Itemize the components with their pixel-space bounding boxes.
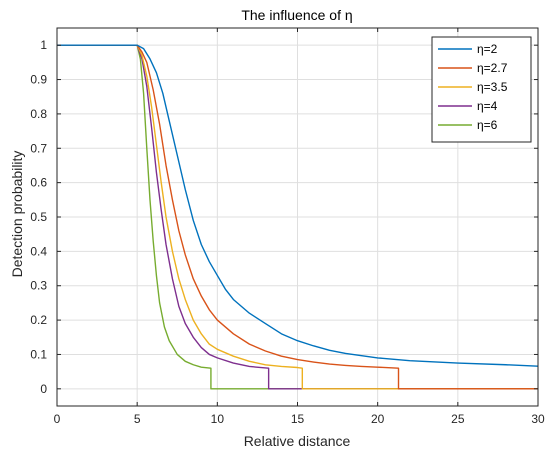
legend-entry: η=4 bbox=[477, 99, 498, 113]
legend-entry: η=3.5 bbox=[477, 80, 508, 94]
chart-title: The influence of η bbox=[241, 7, 352, 23]
y-tick-label: 0.6 bbox=[30, 176, 47, 190]
y-tick-label: 0.7 bbox=[30, 141, 47, 155]
legend: η=2 η=2.7 η=3.5 η=4 η=6 bbox=[431, 36, 532, 143]
y-tick-label: 0.5 bbox=[30, 210, 47, 224]
y-tick-label: 0.2 bbox=[30, 313, 47, 327]
legend-entry: η=6 bbox=[477, 118, 498, 132]
y-axis-label: Detection probability bbox=[9, 151, 25, 278]
series-line bbox=[57, 44, 539, 367]
x-tick-label: 25 bbox=[451, 412, 465, 426]
y-tick-label: 0.1 bbox=[30, 347, 47, 361]
x-tick-label: 30 bbox=[531, 412, 545, 426]
series-line bbox=[57, 44, 538, 390]
series-line bbox=[57, 44, 538, 390]
axis-ticks: 0 5 10 15 20 25 30 0 0.1 0.2 0.3 0.4 0.5 0.6 0.7 0.8 0.9… bbox=[30, 28, 545, 426]
y-tick-label: 0.8 bbox=[30, 107, 47, 121]
x-tick-label: 20 bbox=[371, 412, 385, 426]
y-tick-label: 0 bbox=[40, 382, 47, 396]
y-tick-label: 0.4 bbox=[30, 244, 47, 258]
x-axis-label: Relative distance bbox=[244, 433, 351, 449]
series-line bbox=[57, 44, 538, 390]
x-tick-label: 0 bbox=[54, 412, 61, 426]
y-tick-label: 0.3 bbox=[30, 279, 47, 293]
y-tick-label: 0.9 bbox=[30, 73, 47, 87]
y-tick-label: 1 bbox=[40, 38, 47, 52]
series-lines bbox=[57, 44, 539, 390]
legend-entry: η=2 bbox=[477, 42, 498, 56]
x-tick-label: 10 bbox=[211, 412, 225, 426]
x-tick-label: 5 bbox=[134, 412, 141, 426]
legend-entry: η=2.7 bbox=[477, 61, 508, 75]
x-tick-label: 15 bbox=[291, 412, 305, 426]
series-line bbox=[57, 44, 538, 390]
